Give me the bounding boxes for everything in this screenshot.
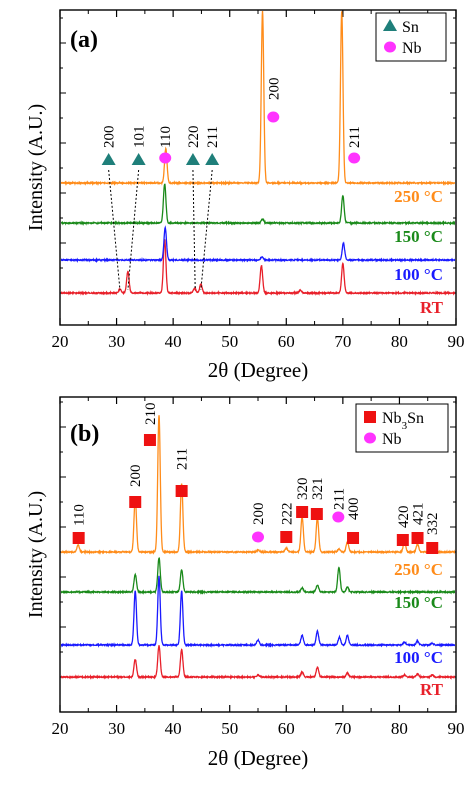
peak-index-label: 110 [158, 126, 174, 148]
peak-marker [296, 506, 309, 518]
legend-label: Nb [382, 431, 402, 448]
panel-label: (a) [70, 27, 98, 53]
peak-marker [129, 496, 142, 508]
series-label: 250 °C [394, 187, 443, 206]
peak-marker [252, 531, 264, 543]
peak-marker [332, 511, 345, 523]
legend-label: Sn [402, 19, 419, 36]
series-label: 150 °C [394, 593, 443, 612]
legend-label: Nb [402, 40, 422, 57]
peak-index-label: 211 [205, 126, 221, 148]
peak-index-label: 211 [331, 488, 347, 510]
peak-marker [185, 153, 200, 165]
guide-line [127, 169, 140, 291]
x-axis-title: 2θ (Degree) [208, 746, 308, 770]
peak-index-label: 101 [132, 126, 148, 149]
x-tick-label: 80 [391, 719, 408, 738]
x-tick-label: 90 [448, 332, 465, 351]
x-tick-label: 40 [165, 719, 182, 738]
peak-index-label: 200 [128, 465, 144, 488]
panel-a: 20 30 40 50 60 70 80 90 2θ (Degree) Intensity (A.… [25, 9, 465, 382]
x-tick-label: 70 [334, 719, 351, 738]
legend-box [375, 12, 447, 62]
peak-index-label: 220 [186, 126, 202, 149]
peak-marker [426, 542, 439, 554]
x-tick-label: 80 [391, 332, 408, 351]
series-line-100C [61, 575, 455, 648]
panel-label: (b) [70, 421, 99, 447]
x-tick-label: 30 [108, 719, 125, 738]
peak-marker [280, 531, 293, 543]
x-tick-label: 40 [165, 332, 182, 351]
peak-index-label: 222 [279, 503, 295, 526]
series-line-250C [61, 11, 455, 187]
peak-index-label: 400 [346, 498, 362, 521]
series-label: 100 °C [394, 648, 443, 667]
series-label: 100 °C [394, 265, 443, 284]
peak-index-label: 421 [411, 503, 427, 526]
peak-index-label: 210 [143, 403, 159, 426]
series-label: 250 °C [394, 560, 443, 579]
series-line-150C [61, 183, 455, 227]
peak-marker [267, 111, 280, 123]
legend-label: Nb3Sn [382, 410, 424, 432]
peak-index-label: 200 [266, 78, 282, 101]
peak-index-label: 420 [396, 506, 412, 529]
peak-index-label: 321 [310, 478, 326, 501]
peak-marker [205, 153, 220, 165]
series-label: 150 °C [394, 227, 443, 246]
series-line-250C [61, 415, 455, 556]
peak-index-label: 320 [295, 478, 311, 501]
peak-marker [396, 534, 409, 546]
x-tick-label: 50 [221, 332, 238, 351]
guide-line [200, 169, 213, 291]
x-axis-title: 2θ (Degree) [208, 358, 308, 382]
guide-line [108, 169, 121, 291]
peak-index-label: 200 [102, 126, 118, 149]
x-tick-label: 20 [52, 719, 69, 738]
peak-marker [348, 152, 361, 164]
legend-marker [364, 411, 376, 423]
series-line-100C [61, 225, 455, 264]
series-line-RT [61, 239, 455, 297]
peak-index-label: 211 [347, 126, 363, 148]
y-axis-title: Intensity (A.U.) [25, 491, 47, 618]
peak-marker [411, 532, 424, 544]
peak-index-label: 200 [251, 503, 267, 526]
x-tick-label: 50 [221, 719, 238, 738]
legend-marker [364, 432, 376, 444]
legend-marker [383, 19, 397, 31]
peak-index-label: 332 [425, 513, 441, 536]
x-tick-label: 20 [52, 332, 69, 351]
series-label: RT [420, 680, 444, 699]
peak-index-label: 211 [175, 448, 191, 470]
y-axis-title: Intensity (A.U.) [25, 104, 47, 231]
x-tick-label: 90 [448, 719, 465, 738]
series-line-150C [61, 557, 455, 596]
panel-b: 20 30 40 50 60 70 80 90 2θ (Degree) Intensity (A.… [25, 396, 465, 770]
peak-marker [143, 434, 156, 446]
peak-marker [347, 532, 360, 544]
x-tick-label: 60 [278, 719, 295, 738]
peak-marker [175, 485, 188, 497]
peak-marker [131, 153, 146, 165]
x-tick-label: 30 [108, 332, 125, 351]
x-tick-label: 60 [278, 332, 295, 351]
series-label: RT [420, 298, 444, 317]
guide-line [192, 169, 196, 291]
peak-marker [310, 508, 323, 520]
series-line-RT [61, 645, 455, 681]
x-tick-label: 70 [334, 332, 351, 351]
legend-marker [384, 41, 396, 53]
peak-index-label: 110 [72, 504, 88, 526]
peak-marker [72, 532, 85, 544]
peak-marker [159, 152, 172, 164]
peak-marker [101, 153, 116, 165]
